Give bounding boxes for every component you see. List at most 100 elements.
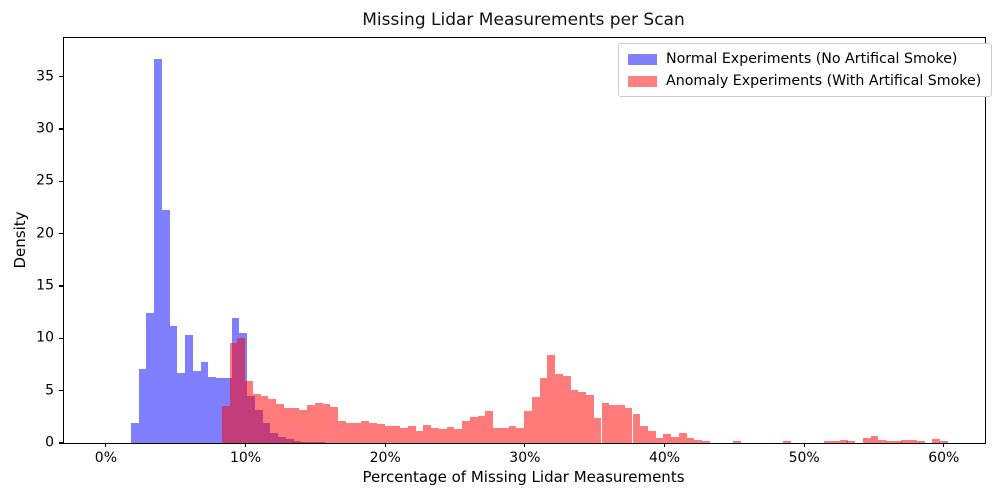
y-tick bbox=[59, 337, 64, 339]
histogram-bar-anomaly bbox=[307, 404, 315, 443]
y-tick bbox=[59, 390, 64, 392]
histogram-bar-normal bbox=[146, 313, 155, 443]
histogram-bar-anomaly bbox=[221, 406, 230, 443]
histogram-bar-anomaly bbox=[431, 427, 439, 443]
y-tick-label: 15 bbox=[36, 277, 54, 294]
histogram-bar-normal bbox=[192, 370, 201, 443]
histogram-bar-anomaly bbox=[524, 411, 532, 443]
histogram-bar-anomaly bbox=[338, 420, 346, 443]
histogram-bar-normal bbox=[169, 325, 178, 443]
histogram-bar-anomaly bbox=[617, 405, 625, 443]
histogram-bar-anomaly bbox=[330, 406, 339, 443]
y-tick-label: 25 bbox=[36, 173, 54, 190]
histogram-bar-anomaly bbox=[609, 405, 617, 443]
histogram-bar-normal bbox=[154, 58, 162, 443]
histogram-bar-anomaly bbox=[407, 426, 416, 443]
histogram-bar-anomaly bbox=[322, 403, 331, 443]
y-tick bbox=[59, 285, 64, 287]
histogram-bar-anomaly bbox=[516, 428, 525, 443]
histogram-bar-anomaly bbox=[847, 441, 856, 443]
legend-label: Anomaly Experiments (With Artifical Smok… bbox=[666, 73, 982, 89]
histogram-bar-anomaly bbox=[539, 377, 548, 443]
histogram-bar-anomaly bbox=[547, 355, 556, 443]
histogram-bar-anomaly bbox=[500, 428, 509, 443]
histogram-bar-anomaly bbox=[260, 395, 269, 443]
histogram-bar-anomaly bbox=[831, 440, 840, 443]
histogram-bar-anomaly bbox=[268, 399, 277, 443]
histogram-bar-anomaly bbox=[462, 421, 470, 443]
histogram-bar-anomaly bbox=[686, 438, 695, 443]
histogram-bar-anomaly bbox=[593, 417, 602, 443]
histogram-bar-anomaly bbox=[586, 394, 594, 443]
histogram-bar-anomaly bbox=[562, 375, 571, 443]
histogram-bar-anomaly bbox=[733, 441, 741, 443]
legend-item: Normal Experiments (No Artifical Smoke) bbox=[628, 51, 981, 67]
histogram-bar-anomaly bbox=[839, 440, 848, 443]
x-tick-label: 40% bbox=[648, 450, 681, 466]
histogram-bar-anomaly bbox=[632, 413, 641, 443]
histogram-bar-anomaly bbox=[345, 422, 354, 443]
x-tick-label: 50% bbox=[788, 450, 820, 466]
x-tick-label: 0% bbox=[94, 450, 117, 466]
histogram-bar-anomaly bbox=[229, 342, 238, 443]
x-tick bbox=[384, 443, 386, 447]
histogram-bar-anomaly bbox=[299, 409, 308, 443]
x-axis-label: Percentage of Missing Lidar Measurements bbox=[362, 468, 685, 486]
plot-area: 0% 10% 20% 30% 40% 50% 60% 0 5 10 15 20 25 30 35 Norma… bbox=[36, 37, 993, 466]
y-tick bbox=[59, 76, 64, 78]
histogram-bar-anomaly bbox=[640, 426, 648, 443]
histogram-bar-anomaly bbox=[415, 430, 424, 443]
x-tick bbox=[105, 443, 107, 447]
legend: Normal Experiments (No Artifical Smoke) A… bbox=[618, 43, 993, 97]
histogram-bar-anomaly bbox=[454, 429, 463, 443]
histogram-bar-anomaly bbox=[276, 404, 284, 443]
histogram-bar-anomaly bbox=[423, 425, 432, 443]
histogram-bar-anomaly bbox=[702, 441, 710, 443]
histogram-bar-normal bbox=[185, 335, 193, 443]
histogram-bar-anomaly bbox=[508, 426, 517, 443]
histogram-bar-anomaly bbox=[531, 396, 540, 443]
y-tick bbox=[59, 180, 64, 182]
histogram-bar-anomaly bbox=[469, 417, 478, 443]
y-tick-label: 30 bbox=[36, 120, 54, 137]
x-tick bbox=[663, 443, 666, 447]
y-tick-label: 5 bbox=[45, 382, 54, 399]
histogram-bar-anomaly bbox=[570, 389, 579, 443]
histogram-bar-anomaly bbox=[555, 374, 563, 443]
histogram-bar-anomaly bbox=[237, 337, 246, 443]
legend-label: Normal Experiments (No Artifical Smoke) bbox=[666, 51, 958, 67]
histogram-bar-anomaly bbox=[376, 424, 385, 443]
histogram-bar-anomaly bbox=[283, 408, 292, 443]
histogram-bar-normal bbox=[216, 378, 224, 443]
histogram-bar-anomaly bbox=[369, 422, 377, 443]
legend-item: Anomaly Experiments (With Artifical Smok… bbox=[628, 73, 981, 89]
histogram-bar-anomaly bbox=[477, 416, 486, 443]
y-tick bbox=[59, 233, 64, 235]
histogram-bar-normal bbox=[200, 362, 209, 443]
histogram-bar-anomaly bbox=[353, 422, 362, 443]
y-axis-label: Density bbox=[11, 211, 29, 269]
histogram-bar-anomaly bbox=[252, 394, 261, 443]
histogram-bar-anomaly bbox=[932, 438, 941, 443]
histogram-bar-anomaly bbox=[824, 441, 832, 443]
histogram-bar-anomaly bbox=[916, 441, 925, 443]
histogram-bar-anomaly bbox=[384, 426, 393, 443]
histogram-bar-anomaly bbox=[438, 429, 447, 443]
histogram-bar-normal bbox=[177, 372, 186, 443]
histogram-bar-anomaly bbox=[578, 391, 587, 443]
y-tick-label: 10 bbox=[36, 330, 54, 347]
histogram-bar-anomaly bbox=[245, 381, 253, 443]
x-tick bbox=[244, 443, 247, 447]
histogram-bar-normal bbox=[208, 377, 217, 443]
x-tick-label: 10% bbox=[229, 450, 262, 466]
histogram-bar-anomaly bbox=[870, 436, 879, 443]
histogram-bar-normal bbox=[138, 368, 147, 443]
histogram-bar-anomaly bbox=[694, 440, 703, 443]
x-tick bbox=[524, 443, 526, 447]
histogram-bar-anomaly bbox=[671, 436, 679, 443]
histogram-bar-anomaly bbox=[493, 428, 501, 443]
histogram-bar-anomaly bbox=[893, 441, 902, 443]
histogram-bar-anomaly bbox=[485, 411, 494, 443]
legend-swatch-normal bbox=[628, 53, 657, 65]
